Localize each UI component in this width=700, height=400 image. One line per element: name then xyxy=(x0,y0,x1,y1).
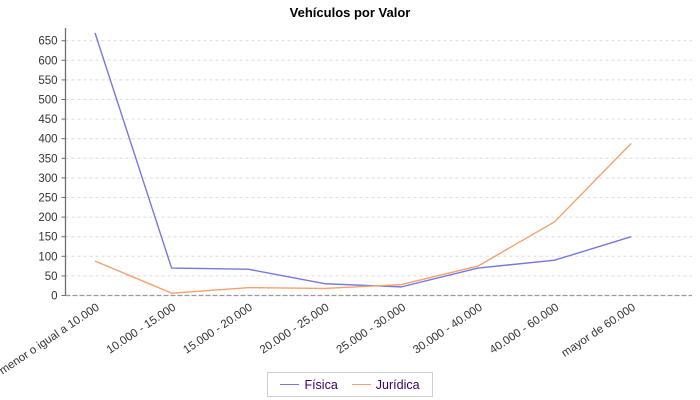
legend-item-fisica: Física xyxy=(280,377,338,392)
fisica-line-sample-icon xyxy=(280,384,300,385)
x-category-label: 40.000 - 60.000 xyxy=(488,302,562,357)
y-tick-label: 50 xyxy=(45,271,58,283)
y-tick-label: 350 xyxy=(38,153,57,165)
y-tick-label: 600 xyxy=(38,55,57,67)
legend-box: Física Jurídica xyxy=(267,372,433,397)
y-tick-label: 650 xyxy=(38,36,57,48)
x-category-label: menor o igual a 10.000 xyxy=(0,302,102,378)
x-category-label: 10.000 - 15.000 xyxy=(105,302,179,357)
y-tick-label: 200 xyxy=(38,212,57,224)
x-category-label: mayor de 60.000 xyxy=(560,302,638,360)
y-tick-label: 400 xyxy=(38,134,57,146)
y-tick-label: 300 xyxy=(38,173,57,185)
series-line-fisica xyxy=(94,32,632,288)
x-category-label: 15.000 - 20.000 xyxy=(181,302,255,357)
legend: Física Jurídica xyxy=(0,372,700,397)
y-tick-label: 100 xyxy=(38,251,57,263)
legend-label-fisica: Física xyxy=(304,377,338,392)
y-tick-label: 550 xyxy=(38,75,57,87)
y-tick-label: 500 xyxy=(38,95,57,107)
x-category-label: 30.000 - 40.000 xyxy=(411,302,485,357)
series-line-juridica xyxy=(94,142,632,294)
y-tick-label: 450 xyxy=(38,114,57,126)
x-category-label: 25.000 - 30.000 xyxy=(335,302,409,357)
chart-title: Vehículos por Valor xyxy=(289,5,411,20)
legend-label-juridica: Jurídica xyxy=(375,377,420,392)
x-category-label: 20.000 - 25.000 xyxy=(258,302,332,357)
y-tick-label: 150 xyxy=(38,232,57,244)
y-tick-label: 250 xyxy=(38,193,57,205)
juridica-line-sample-icon xyxy=(351,384,371,385)
legend-item-juridica: Jurídica xyxy=(351,377,420,392)
y-tick-label: 0 xyxy=(51,291,57,303)
